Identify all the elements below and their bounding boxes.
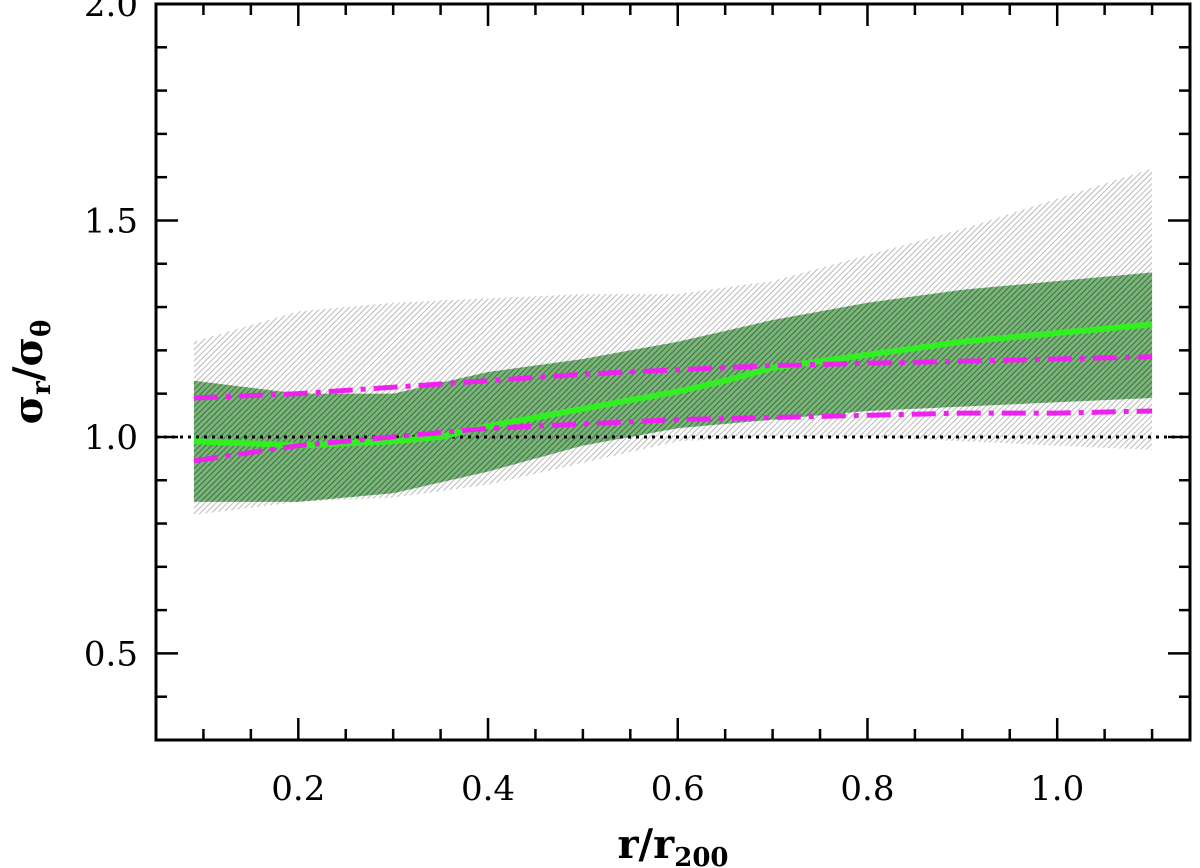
x-tick-label: 0.4 <box>461 769 515 809</box>
x-axis-title: r/r200 <box>617 821 728 868</box>
y-tick-labels: 0.5 1.0 1.5 2.0 <box>84 0 138 674</box>
y-axis-title-sub1: r <box>27 381 57 395</box>
y-axis-title: σr/σθ <box>5 320 57 425</box>
x-tick-label: 1.0 <box>1030 769 1084 809</box>
series-magenta-upper <box>193 354 1153 401</box>
plot-frame <box>154 2 1192 742</box>
x-axis-title-sub: 200 <box>674 843 728 868</box>
x-tick-label: 0.2 <box>271 769 325 809</box>
x-tick-labels: 0.2 0.4 0.6 0.8 1.0 <box>271 769 1084 809</box>
y-tick-label: 1.5 <box>84 201 138 241</box>
confidence-bands <box>193 168 1153 515</box>
series-green-solid <box>193 321 1153 449</box>
y-axis-title-main: σ <box>5 395 52 425</box>
band-green <box>193 272 1153 502</box>
x-tick-label: 0.6 <box>651 769 705 809</box>
x-tick-label: 0.8 <box>840 769 894 809</box>
y-tick-label: 1.0 <box>84 418 138 458</box>
y-axis-title-sub2: θ <box>27 320 57 337</box>
ticks-layer <box>156 2 1190 740</box>
y-tick-label: 2.0 <box>84 0 138 25</box>
x-axis-title-main: r/r <box>617 821 675 868</box>
series-magenta-lower <box>193 408 1153 464</box>
y-tick-label: 0.5 <box>84 634 138 674</box>
series-layer <box>193 321 1153 464</box>
y-axis-title-slash: /σ <box>5 337 52 381</box>
